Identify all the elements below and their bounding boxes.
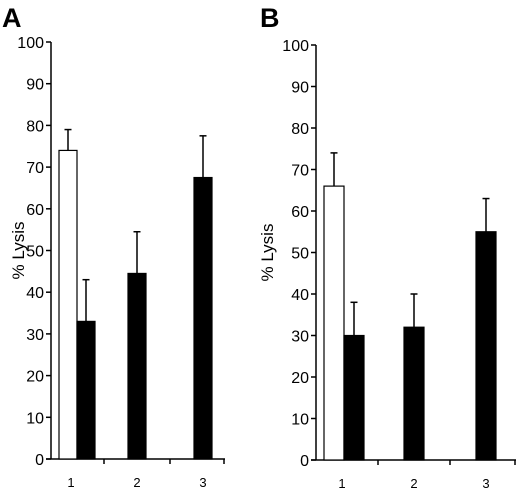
y-tick-label: 90	[26, 77, 44, 94]
y-axis-title: % Lysis	[9, 222, 28, 280]
x-tick-label: 1	[67, 475, 74, 490]
x-tick-label: 3	[199, 475, 206, 490]
y-tick-label: 80	[291, 121, 309, 138]
y-tick-label: 60	[26, 202, 44, 219]
y-tick-label: 50	[26, 244, 44, 261]
bar-solid	[193, 176, 213, 460]
panel-letter: A	[2, 3, 22, 33]
bar-open	[58, 149, 78, 460]
y-tick-label: 0	[300, 453, 309, 470]
bar-solid	[127, 272, 147, 460]
bar-open	[323, 185, 345, 461]
y-tick-label: 40	[26, 285, 44, 302]
x-tick-label: 1	[338, 476, 345, 491]
y-tick-label: 20	[26, 369, 44, 386]
y-tick-label: 10	[291, 412, 309, 429]
y-tick-label: 100	[282, 38, 309, 55]
y-tick-label: 80	[26, 118, 44, 135]
y-tick-label: 70	[291, 163, 309, 180]
y-tick-label: 30	[26, 327, 44, 344]
y-tick-label: 70	[26, 160, 44, 177]
y-tick-label: 100	[17, 35, 44, 52]
bar-solid	[475, 231, 497, 461]
x-tick-label: 3	[482, 476, 489, 491]
bar-solid	[403, 326, 425, 461]
y-tick-label: 30	[291, 329, 309, 346]
y-tick-label: 60	[291, 204, 309, 221]
x-tick-label: 2	[133, 475, 140, 490]
y-tick-label: 40	[291, 287, 309, 304]
bar-solid	[76, 320, 96, 460]
y-tick-label: 0	[35, 452, 44, 469]
bar-solid	[343, 334, 365, 461]
y-tick-label: 50	[291, 246, 309, 263]
y-tick-label: 10	[26, 410, 44, 427]
y-axis-title: % Lysis	[258, 224, 277, 282]
panel-b: B % Lysis 0 10 20 30 40 50 60 70 80 90 100 1 2 3	[258, 3, 516, 491]
panel-letter: B	[260, 3, 280, 33]
y-tick-label: 90	[291, 80, 309, 97]
y-tick-label: 20	[291, 370, 309, 387]
panel-a: A % Lysis 0 10 20 30 40 50 60 70 80 90 100 1 2 3	[2, 3, 225, 490]
x-tick-label: 2	[410, 476, 417, 491]
